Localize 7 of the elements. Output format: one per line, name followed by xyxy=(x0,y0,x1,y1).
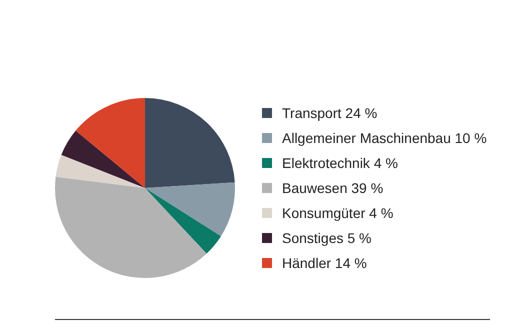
legend-label: Sonstiges 5 % xyxy=(282,230,372,246)
legend-label: Transport 24 % xyxy=(282,104,378,120)
legend-label: Allgemeiner Maschinenbau 10 % xyxy=(282,130,487,146)
legend-label: Elektrotechnik 4 % xyxy=(282,154,398,170)
legend-label: Händler 14 % xyxy=(282,254,367,270)
legend-label: Bauwesen 39 % xyxy=(282,180,384,196)
legend-label: Konsumgüter 4 % xyxy=(282,204,394,220)
